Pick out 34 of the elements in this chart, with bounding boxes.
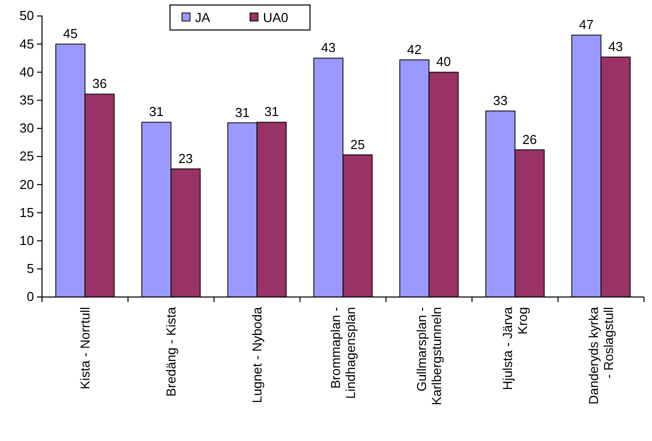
- y-tick-label: 5: [26, 261, 34, 276]
- legend-label: JA: [195, 10, 210, 25]
- y-tick-label: 40: [20, 64, 34, 80]
- y-tick-label: 20: [20, 176, 34, 192]
- data-label: 47: [579, 17, 594, 32]
- y-tick-label: 50: [20, 8, 34, 24]
- x-tick-label: Hjulsta - Järva Krog: [500, 306, 530, 390]
- y-tick-label: 10: [20, 232, 34, 248]
- data-label: 26: [522, 132, 537, 147]
- y-tick-label: 15: [20, 204, 34, 220]
- y-tick-label: 25: [20, 148, 34, 164]
- y-tick-label: 30: [20, 120, 34, 136]
- data-label: 25: [350, 136, 365, 152]
- data-label: 43: [608, 39, 623, 54]
- data-label: 31: [235, 104, 250, 120]
- data-label: 42: [407, 42, 422, 57]
- y-tick-label: 35: [20, 92, 34, 108]
- data-label: 31: [264, 104, 279, 120]
- data-label: 36: [92, 76, 107, 92]
- legend-label: UA0: [263, 10, 288, 25]
- data-label: 45: [63, 26, 78, 42]
- data-label: 23: [178, 150, 193, 166]
- data-label: 31: [149, 104, 164, 120]
- x-tick-label: Brommaplan - Lindhagensplan: [328, 307, 358, 399]
- x-tick-label: Bredäng - Kista: [164, 306, 178, 397]
- y-tick-label: 45: [20, 36, 34, 52]
- x-tick-label: Danderyds kyrka - Roslagstull: [586, 306, 616, 405]
- data-label: 43: [321, 40, 336, 56]
- x-tick-label: Kista - Norrtull: [78, 306, 92, 390]
- y-tick-label: 0: [26, 289, 34, 304]
- data-label: 40: [436, 54, 451, 70]
- data-label: 33: [493, 92, 508, 108]
- x-tick-label: Lugnet - Nyboda: [250, 306, 264, 404]
- x-tick-label: Gullmarsplan - Karlbergstunneln: [414, 307, 444, 406]
